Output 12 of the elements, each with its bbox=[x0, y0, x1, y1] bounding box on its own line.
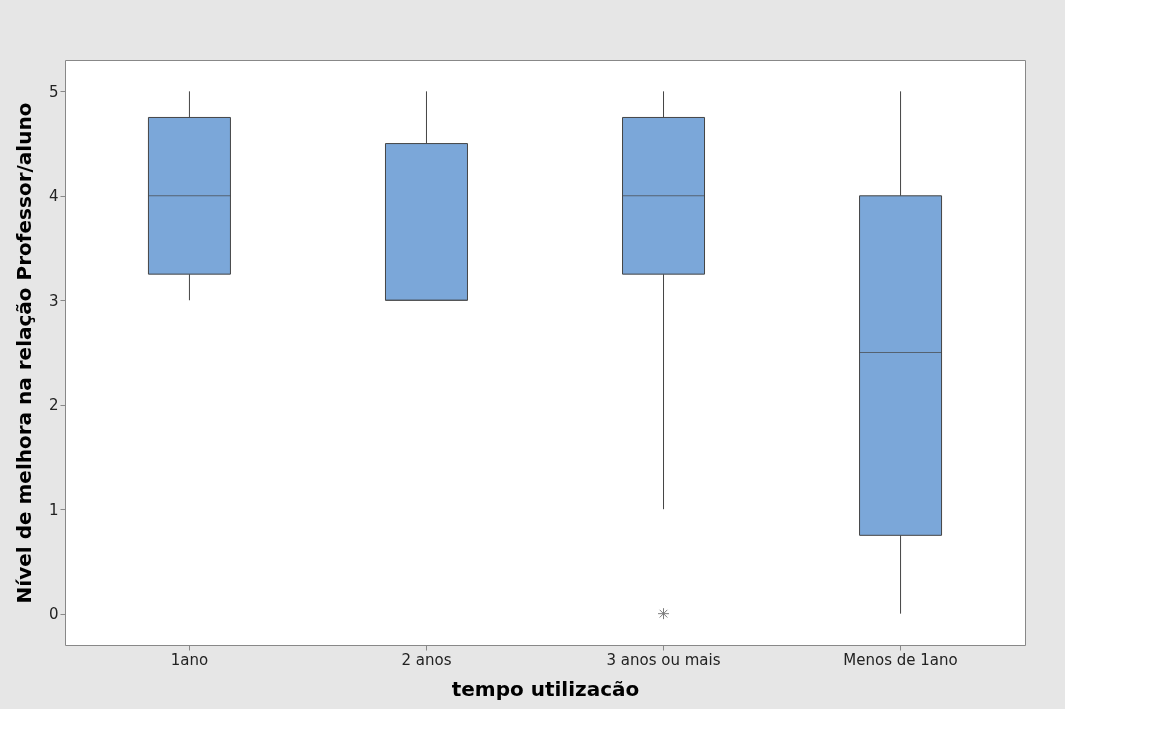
y-tick-label: 3 bbox=[48, 291, 59, 310]
y-tick-label: 5 bbox=[48, 82, 59, 101]
y-tick-label: 2 bbox=[48, 396, 59, 415]
y-tick-label: 4 bbox=[48, 187, 59, 206]
x-tick-label: 2 anos bbox=[401, 650, 452, 669]
y-axis-title: Nível de melhora na relação Professor/aluno bbox=[11, 102, 36, 604]
x-tick-label: 1ano bbox=[170, 650, 209, 669]
y-tick-label: 1 bbox=[48, 500, 59, 519]
x-tick-label: 3 anos ou mais bbox=[606, 650, 721, 669]
y-tick-label: 0 bbox=[48, 605, 59, 624]
x-tick-label: Menos de 1ano bbox=[843, 650, 958, 669]
x-axis-title: tempo utilizacão bbox=[451, 676, 640, 701]
